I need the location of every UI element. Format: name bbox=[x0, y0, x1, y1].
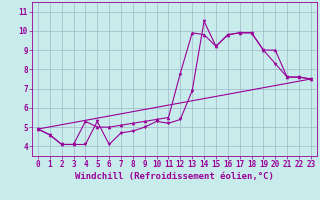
X-axis label: Windchill (Refroidissement éolien,°C): Windchill (Refroidissement éolien,°C) bbox=[75, 172, 274, 181]
